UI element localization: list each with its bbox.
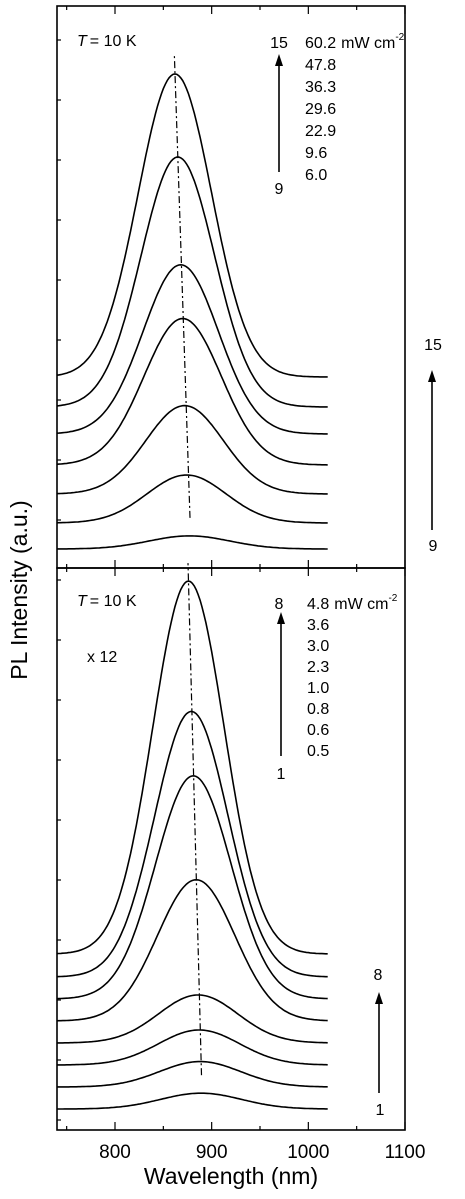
bottom-arrow-top-label: 8 (275, 596, 284, 613)
bottom-panel-frame (56, 567, 406, 1131)
bottom-stack-top-label: 8 (374, 967, 383, 984)
top-stack-bottom-label: 9 (429, 538, 438, 555)
spectrum-line-9 (57, 535, 328, 550)
spectrum-line-7 (56, 710, 328, 978)
spectrum-line-3 (57, 1029, 328, 1066)
power-value-label: 2.3 (307, 659, 329, 676)
spectrum-line-8 (56, 580, 328, 955)
power-value-label: 36.3 (305, 79, 336, 96)
peak-trend-line (173, 55, 191, 518)
power-value-label: 6.0 (305, 167, 327, 184)
power-value-label: 0.8 (307, 701, 329, 718)
top-power-list: 47.8 36.3 29.6 22.9 9.6 6.0 (305, 57, 336, 184)
spectrum-line-11 (57, 404, 328, 495)
bottom-unit-label: 4.8 mW cm-2 (307, 593, 398, 613)
bottom-power-list: 3.6 3.0 2.3 1.0 0.8 0.6 0.5 (307, 617, 329, 760)
tick-marks (57, 6, 406, 1130)
top-panel-curves (56, 55, 328, 550)
power-value-label: 3.0 (307, 638, 329, 655)
x-axis-label: Wavelength (nm) (144, 1163, 318, 1189)
top-temperature-label: T = 10 K (77, 33, 137, 50)
spectrum-line-4 (57, 994, 328, 1044)
x-tick-label: 1100 (385, 1142, 426, 1163)
bottom-multiplier-label: x 12 (87, 649, 117, 666)
top-arrow-top-label: 15 (270, 35, 288, 52)
power-value-label: 0.5 (307, 743, 329, 760)
bottom-stack-bottom-label: 1 (376, 1102, 385, 1119)
top-stack-top-label: 15 (424, 337, 442, 354)
y-axis-label: PL Intensity (a.u.) (6, 500, 32, 679)
x-tick-label: 1000 (287, 1142, 329, 1163)
spectrum-line-14 (56, 156, 328, 408)
bottom-panel-curves (56, 563, 328, 1110)
spectrum-line-5 (56, 878, 328, 1022)
peak-trend-line (187, 563, 203, 1076)
spectrum-line-1 (57, 1092, 328, 1110)
spectrum-line-6 (56, 775, 328, 1000)
power-value-label: 47.8 (305, 57, 336, 74)
top-unit-label: 60.2 mW cm-2 (305, 32, 405, 52)
spectrum-line-13 (56, 263, 328, 435)
top-stack-arrow (428, 370, 436, 530)
x-tick-labels: 800 900 1000 1100 (99, 1142, 425, 1163)
bottom-power-arrow (277, 612, 285, 756)
x-tick-label: 900 (196, 1142, 228, 1163)
x-tick-label: 800 (99, 1142, 131, 1163)
top-power-arrow (275, 54, 283, 172)
spectrum-line-2 (57, 1060, 328, 1088)
power-value-label: 9.6 (305, 145, 327, 162)
spectrum-line-15 (56, 73, 328, 378)
power-value-label: 1.0 (307, 680, 329, 697)
power-value-label: 3.6 (307, 617, 329, 634)
top-arrow-bottom-label: 9 (275, 181, 284, 198)
bottom-temperature-label: T = 10 K (77, 593, 137, 610)
spectrum-line-10 (56, 474, 328, 524)
bottom-arrow-bottom-label: 1 (277, 766, 286, 783)
power-value-label: 29.6 (305, 101, 336, 118)
spectrum-line-12 (56, 317, 328, 466)
power-value-label: 22.9 (305, 123, 336, 140)
bottom-stack-arrow (375, 992, 383, 1093)
power-value-label: 0.6 (307, 722, 329, 739)
top-panel-frame (56, 5, 406, 569)
